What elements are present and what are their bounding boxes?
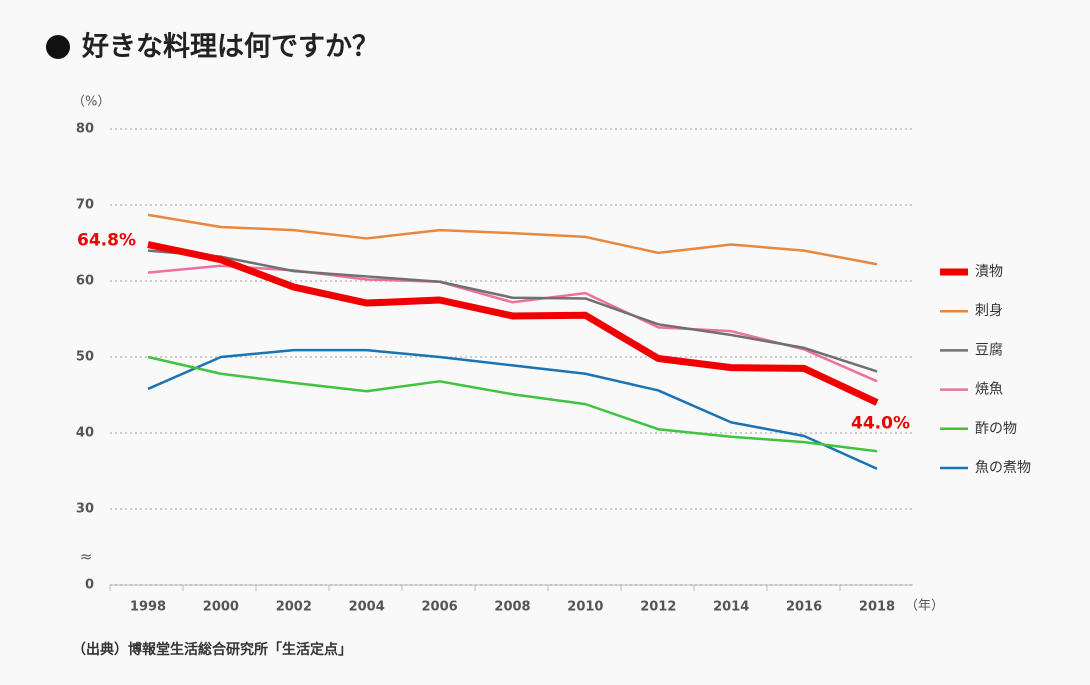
x-tick-label: 2010	[567, 600, 603, 615]
y-tick-label: 30	[76, 502, 94, 517]
legend-label: 刺身	[975, 303, 1003, 319]
x-tick-label: 2012	[640, 600, 676, 615]
axis-break: ≈	[80, 548, 93, 566]
legend-label: 焼魚	[975, 382, 1003, 398]
x-tick-label: 2006	[422, 600, 458, 615]
data-label: 64.8%	[77, 231, 136, 251]
y-tick-label: 40	[76, 426, 94, 441]
y-tick-label: 80	[76, 122, 94, 137]
series-line	[147, 213, 878, 266]
y-tick-label: 0	[85, 578, 94, 593]
chart-title: 好きな料理は何ですか？	[81, 32, 379, 63]
x-tick-label: 2000	[203, 600, 239, 615]
source: （出典）博報堂生活総合研究所「生活定点」	[72, 641, 352, 658]
legend-label: 酢の物	[975, 421, 1017, 437]
data-label: 44.0%	[851, 414, 910, 434]
x-tick-label: 1998	[130, 600, 166, 615]
x-tick-label: 2002	[276, 600, 312, 615]
x-tick-label: 2004	[349, 600, 385, 615]
series-line	[147, 348, 878, 470]
series-line	[147, 355, 878, 453]
series-line	[147, 264, 878, 383]
x-tick-label: 2008	[494, 600, 530, 615]
x-tick-label: 2014	[713, 600, 749, 615]
legend-label: 豆腐	[975, 341, 1003, 358]
y-tick-label: 50	[76, 350, 94, 365]
x-unit-label: （年）	[905, 599, 944, 614]
x-tick-label: 2018	[859, 600, 895, 615]
title-bullet	[46, 35, 70, 59]
series-line	[147, 249, 878, 373]
legend-label: 漬物	[975, 264, 1003, 280]
y-unit-label: （%）	[72, 95, 110, 110]
y-tick-label: 70	[76, 198, 94, 213]
legend-label: 魚の煮物	[975, 460, 1031, 476]
x-tick-label: 2016	[786, 600, 822, 615]
y-tick-label: 60	[76, 274, 94, 289]
series-line	[147, 241, 879, 406]
